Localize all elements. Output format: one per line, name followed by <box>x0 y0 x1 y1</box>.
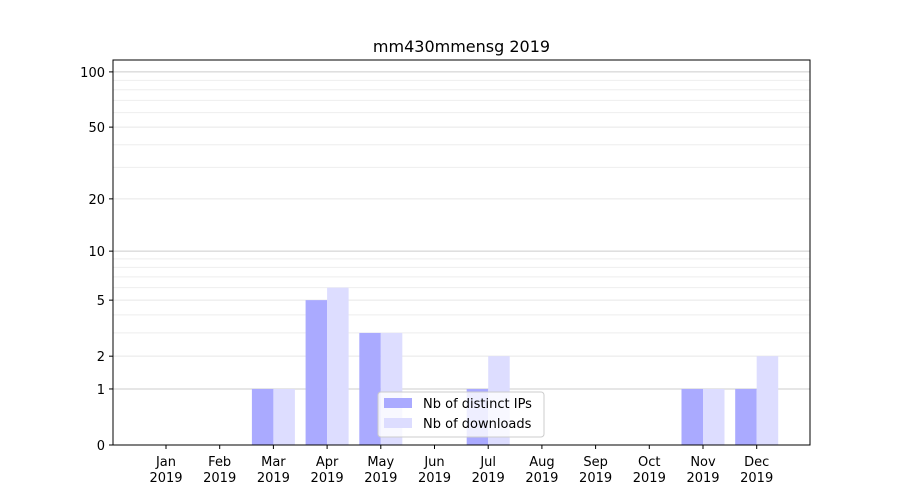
x-tick-label: Jul <box>479 455 496 470</box>
bar-ips <box>735 388 757 445</box>
legend-swatch <box>384 398 412 408</box>
x-tick-label: Jun <box>423 455 444 470</box>
x-tick-label: 2019 <box>203 471 236 486</box>
y-tick-label: 0 <box>97 439 105 454</box>
legend-label: Nb of downloads <box>423 417 532 432</box>
x-tick-label: 2019 <box>472 471 505 486</box>
x-tick-label: 2019 <box>686 471 719 486</box>
y-tick-label: 1 <box>97 383 105 398</box>
legend-box <box>377 391 545 438</box>
x-tick-label: 2019 <box>149 471 182 486</box>
x-tick-label: Nov <box>690 455 716 470</box>
bar-downloads <box>327 287 349 445</box>
y-tick-label: 2 <box>97 350 105 365</box>
x-tick-label: Oct <box>638 455 660 470</box>
y-tick-label: 50 <box>88 121 105 136</box>
x-tick-label: Jan <box>155 455 176 470</box>
x-tick-label: 2019 <box>579 471 612 486</box>
y-tick-label: 5 <box>97 294 105 309</box>
bar-ips <box>305 300 328 445</box>
legend-label: Nb of distinct IPs <box>423 397 532 412</box>
x-tick-label: Apr <box>316 455 339 470</box>
bar-ips <box>251 388 274 445</box>
legend-swatch <box>384 418 412 428</box>
x-tick-label: 2019 <box>311 471 344 486</box>
x-tick-label: 2019 <box>257 471 290 486</box>
x-tick-label: 2019 <box>418 471 451 486</box>
bar-ips <box>681 388 703 445</box>
chart-title: mm430mmensg 2019 <box>373 37 550 56</box>
y-tick-label: 20 <box>88 193 105 208</box>
x-tick-label: Sep <box>583 455 608 470</box>
bar-downloads <box>756 356 779 445</box>
bar-ips <box>359 332 381 445</box>
bar-downloads <box>273 388 295 445</box>
x-tick-label: Aug <box>529 455 554 470</box>
x-tick-label: 2019 <box>525 471 558 486</box>
legend: Nb of distinct IPs Nb of downloads <box>377 391 545 438</box>
x-tick-label: 2019 <box>364 471 397 486</box>
x-tick-label: 2019 <box>633 471 666 486</box>
y-tick-label: 100 <box>80 66 105 81</box>
x-tick-label: Mar <box>261 455 286 470</box>
x-tick-label: May <box>367 455 394 470</box>
x-tick-label: Feb <box>208 455 231 470</box>
y-tick-label: 10 <box>88 245 105 260</box>
x-tick-label: Dec <box>744 455 769 470</box>
bar-downloads <box>703 388 725 445</box>
x-tick-label: 2019 <box>740 471 773 486</box>
plot-frame <box>112 59 811 446</box>
